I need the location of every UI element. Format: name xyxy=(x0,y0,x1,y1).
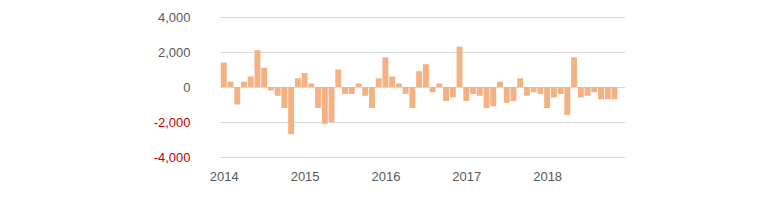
svg-text:2017: 2017 xyxy=(452,169,481,184)
svg-text:0: 0 xyxy=(183,80,190,95)
svg-text:-2,000: -2,000 xyxy=(154,115,191,130)
svg-text:-4,000: -4,000 xyxy=(154,150,191,165)
svg-text:2014: 2014 xyxy=(210,169,239,184)
svg-text:2,000: 2,000 xyxy=(158,45,191,60)
svg-text:2018: 2018 xyxy=(533,169,562,184)
svg-text:4,000: 4,000 xyxy=(158,10,191,25)
svg-text:2016: 2016 xyxy=(371,169,400,184)
svg-text:2015: 2015 xyxy=(291,169,320,184)
